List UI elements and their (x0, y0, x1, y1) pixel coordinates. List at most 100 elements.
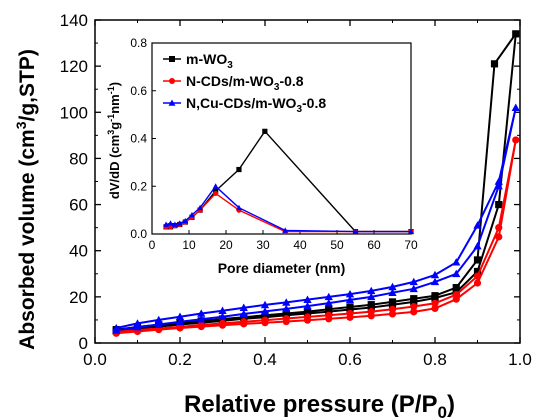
main-series-point-0 (303, 308, 312, 316)
main-series-point-2 (367, 292, 376, 301)
x-tick-label: 0.8 (423, 350, 447, 369)
main-series-point-1 (495, 224, 503, 232)
legend-marker (168, 99, 176, 106)
main-series-point-2 (473, 241, 482, 250)
main-series-point-1 (410, 308, 418, 316)
inset-series-point-2 (352, 228, 359, 235)
main-series-point-2 (260, 307, 270, 315)
inset-series-point-2 (182, 217, 189, 224)
y-tick-label: 100 (60, 103, 88, 122)
main-series-point-1 (325, 311, 333, 319)
main-series-point-1 (452, 290, 460, 299)
main-series-1 (112, 136, 520, 337)
legend-item-0: m-WO3 (163, 51, 233, 71)
y-tick-label: 140 (60, 11, 88, 30)
main-series-point-1 (512, 136, 520, 144)
main-series-point-2 (197, 315, 206, 323)
main-series-point-0 (431, 292, 439, 300)
main-series-point-1 (303, 313, 312, 321)
inset-series-1 (163, 190, 414, 235)
inset-series-point-2 (212, 183, 219, 189)
main-series-point-0 (495, 200, 503, 209)
y-tick-label: 20 (69, 288, 88, 307)
main-series-point-2 (197, 309, 206, 317)
main-series-point-2 (282, 298, 291, 306)
inset-plot: 0 10 20 30 40 50 60 70 0.0 0.2 0.4 0.6 0.8 Pore diame… (106, 36, 418, 276)
inset-y-axis-title: dV/dD (cm3g-1nm-1) (106, 82, 122, 199)
main-series-point-0 (512, 30, 520, 38)
inset-plot-frame (151, 42, 412, 235)
main-series-point-2 (260, 300, 270, 309)
inset-series-point-1 (213, 190, 219, 197)
main-series-point-2 (473, 221, 482, 229)
inset-y-tick-label: 0.0 (130, 227, 147, 241)
main-series-point-2 (218, 312, 227, 321)
inset-series-0 (163, 128, 414, 235)
main-series-point-2 (239, 303, 248, 312)
inset-x-tick-label: 0 (149, 238, 156, 252)
main-series-point-2 (452, 258, 461, 266)
main-series-point-2 (345, 295, 355, 304)
main-series-point-2 (494, 181, 503, 190)
main-series-point-2 (494, 177, 503, 185)
x-tick-label: 0.6 (338, 350, 362, 369)
main-series-point-2 (324, 298, 333, 307)
inset-series-point-0 (236, 166, 242, 173)
main-series-point-0 (473, 256, 482, 264)
inset-series-point-0 (262, 128, 268, 134)
main-series-point-0 (346, 303, 354, 311)
inset-x-axis-title: Pore diameter (nm) (218, 260, 346, 276)
x-axis-title: Relative pressure (P/P0) (184, 391, 455, 420)
legend-marker (169, 56, 175, 62)
inset-x-tick-label: 60 (367, 238, 381, 252)
main-series-point-1 (495, 233, 503, 241)
main-series-point-1 (197, 321, 205, 329)
inset-x-tick-label: 50 (330, 238, 344, 252)
main-series-point-0 (325, 305, 333, 313)
y-tick-label: 120 (60, 57, 88, 76)
inset-y-tick-label: 0.2 (130, 179, 147, 193)
main-series-point-0 (473, 267, 482, 276)
main-series-point-2 (218, 306, 227, 315)
inset-x-tick-label: 20 (219, 238, 233, 252)
main-series-point-0 (490, 60, 499, 68)
x-tick-label: 0.0 (83, 350, 107, 369)
legend-item-1: N-CDs/m-WO3-0.8 (163, 73, 304, 93)
main-series-point-2 (388, 288, 397, 297)
inset-series-line-2 (165, 185, 411, 233)
main-series-point-0 (367, 301, 375, 309)
main-series-point-1 (431, 304, 439, 312)
inset-y-tick-label: 0.8 (130, 36, 147, 50)
main-series-point-1 (473, 279, 482, 287)
inset-series-line-0 (166, 130, 411, 233)
main-series-point-1 (388, 305, 397, 313)
main-series-point-2 (175, 312, 185, 321)
inset-y-tick-label: 0.6 (130, 84, 147, 98)
main-series-point-2 (409, 284, 418, 293)
main-series-point-0 (452, 284, 460, 292)
main-series-point-2 (154, 315, 163, 324)
x-tick-label: 0.2 (168, 350, 192, 369)
inset-series-point-2 (188, 211, 195, 218)
y-tick-label: 40 (69, 242, 88, 261)
legend-label: m-WO3 (186, 51, 233, 71)
main-series-point-2 (303, 301, 312, 310)
x-tick-label: 0.4 (253, 350, 277, 369)
main-series-point-1 (261, 316, 269, 324)
main-series-point-2 (239, 309, 248, 318)
main-series-point-1 (282, 314, 290, 323)
main-series-point-1 (367, 308, 375, 316)
legend-label: N-CDs/m-WO3-0.8 (186, 73, 304, 93)
inset-x-tick-label: 30 (256, 238, 270, 252)
main-series-point-0 (282, 309, 290, 318)
main-series-point-2 (345, 289, 355, 298)
legend-item-2: N,Cu-CDs/m-WO3-0.8 (163, 95, 326, 115)
inset-series-point-2 (171, 221, 178, 227)
main-series-point-1 (218, 319, 227, 327)
main-series-point-2 (430, 270, 440, 279)
inset-series-point-2 (163, 221, 170, 227)
inset-series-point-2 (408, 228, 414, 235)
main-series-point-2 (112, 323, 121, 332)
